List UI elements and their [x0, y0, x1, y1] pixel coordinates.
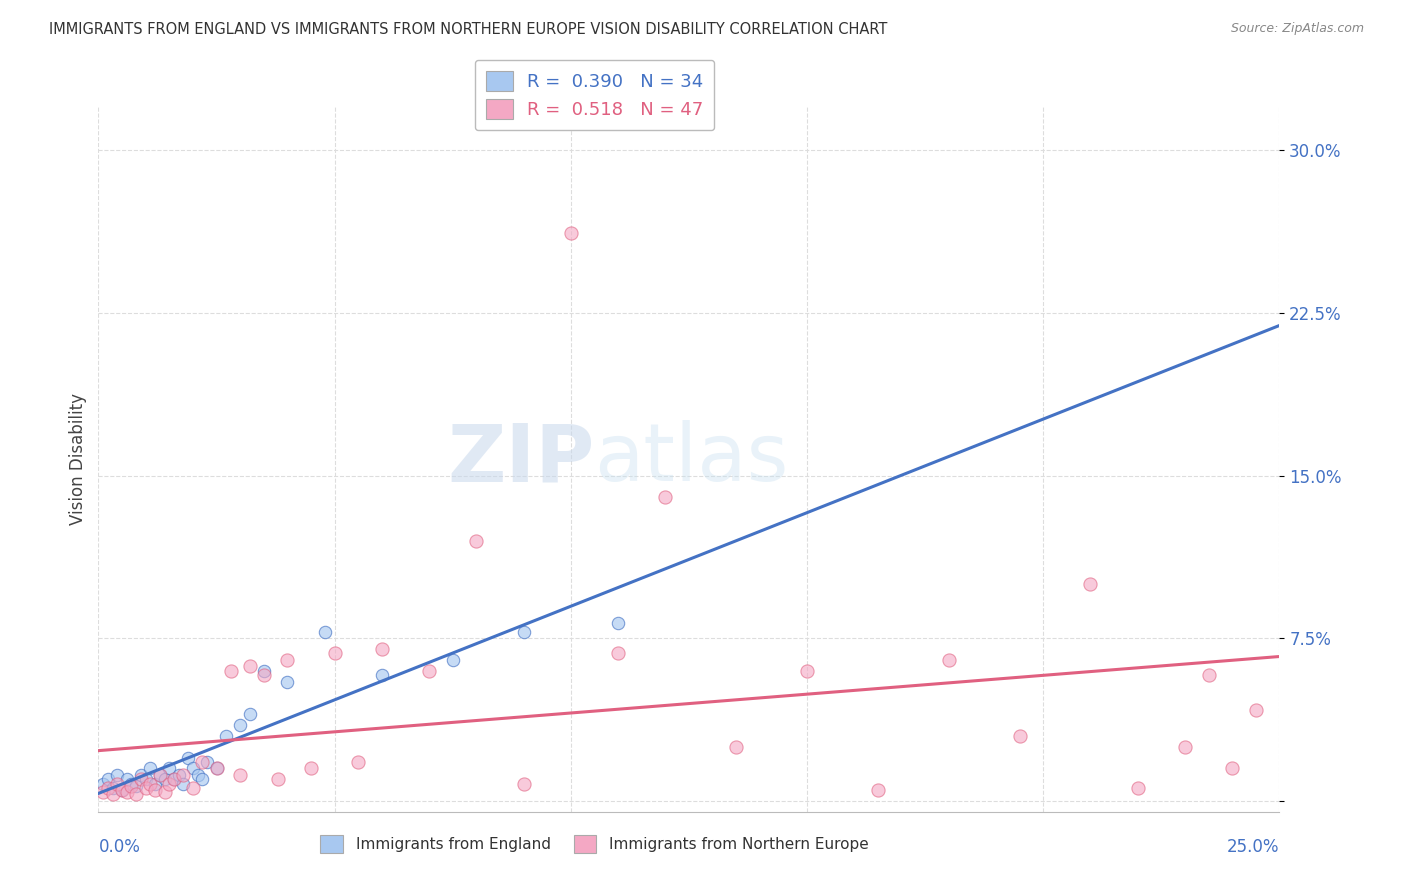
- Point: [938, 653, 960, 667]
- Point: [101, 780, 124, 795]
- Text: IMMIGRANTS FROM ENGLAND VS IMMIGRANTS FROM NORTHERN EUROPE VISION DISABILITY COR: IMMIGRANTS FROM ENGLAND VS IMMIGRANTS FR…: [49, 22, 887, 37]
- Text: 25.0%: 25.0%: [1227, 838, 1279, 855]
- Legend: Immigrants from England, Immigrants from Northern Europe: Immigrants from England, Immigrants from…: [314, 828, 876, 861]
- Point: [153, 785, 176, 799]
- Point: [101, 788, 124, 802]
- Point: [191, 755, 214, 769]
- Point: [441, 653, 464, 667]
- Point: [163, 772, 186, 787]
- Point: [129, 772, 152, 787]
- Point: [125, 788, 148, 802]
- Point: [253, 668, 276, 682]
- Text: ZIP: ZIP: [447, 420, 595, 499]
- Point: [111, 783, 134, 797]
- Text: Source: ZipAtlas.com: Source: ZipAtlas.com: [1230, 22, 1364, 36]
- Point: [239, 659, 262, 673]
- Point: [115, 772, 138, 787]
- Point: [91, 776, 114, 790]
- Point: [1220, 761, 1243, 775]
- Point: [347, 755, 370, 769]
- Point: [299, 761, 322, 775]
- Point: [1008, 729, 1031, 743]
- Point: [153, 772, 176, 787]
- Point: [195, 755, 218, 769]
- Point: [111, 783, 134, 797]
- Point: [314, 624, 336, 639]
- Point: [1126, 780, 1149, 795]
- Point: [97, 772, 120, 787]
- Point: [187, 768, 209, 782]
- Point: [167, 768, 190, 782]
- Point: [191, 772, 214, 787]
- Point: [465, 533, 488, 548]
- Point: [276, 674, 298, 689]
- Point: [560, 226, 582, 240]
- Point: [157, 776, 180, 790]
- Point: [121, 779, 143, 793]
- Point: [796, 664, 818, 678]
- Point: [135, 780, 157, 795]
- Point: [149, 768, 172, 782]
- Point: [163, 772, 186, 787]
- Point: [115, 785, 138, 799]
- Point: [253, 664, 276, 678]
- Point: [97, 780, 120, 795]
- Point: [512, 776, 534, 790]
- Point: [371, 668, 394, 682]
- Text: atlas: atlas: [595, 420, 789, 499]
- Point: [418, 664, 440, 678]
- Point: [725, 739, 748, 754]
- Point: [1244, 703, 1267, 717]
- Point: [512, 624, 534, 639]
- Point: [129, 768, 152, 782]
- Text: 0.0%: 0.0%: [98, 838, 141, 855]
- Point: [149, 768, 172, 782]
- Point: [215, 729, 238, 743]
- Point: [91, 785, 114, 799]
- Y-axis label: Vision Disability: Vision Disability: [69, 393, 87, 525]
- Point: [125, 779, 148, 793]
- Point: [219, 664, 242, 678]
- Point: [181, 761, 204, 775]
- Point: [181, 780, 204, 795]
- Point: [276, 653, 298, 667]
- Point: [866, 783, 889, 797]
- Point: [121, 776, 143, 790]
- Point: [157, 761, 180, 775]
- Point: [371, 642, 394, 657]
- Point: [172, 776, 194, 790]
- Point: [1174, 739, 1197, 754]
- Point: [105, 768, 128, 782]
- Point: [267, 772, 290, 787]
- Point: [139, 761, 162, 775]
- Point: [205, 761, 228, 775]
- Point: [177, 750, 200, 764]
- Point: [323, 647, 346, 661]
- Point: [135, 772, 157, 787]
- Point: [139, 776, 162, 790]
- Point: [229, 768, 252, 782]
- Point: [239, 707, 262, 722]
- Point: [143, 776, 166, 790]
- Point: [229, 718, 252, 732]
- Point: [607, 616, 630, 631]
- Point: [607, 647, 630, 661]
- Point: [143, 783, 166, 797]
- Point: [105, 776, 128, 790]
- Point: [1080, 577, 1102, 591]
- Point: [172, 768, 194, 782]
- Point: [654, 491, 676, 505]
- Point: [1198, 668, 1220, 682]
- Point: [205, 761, 228, 775]
